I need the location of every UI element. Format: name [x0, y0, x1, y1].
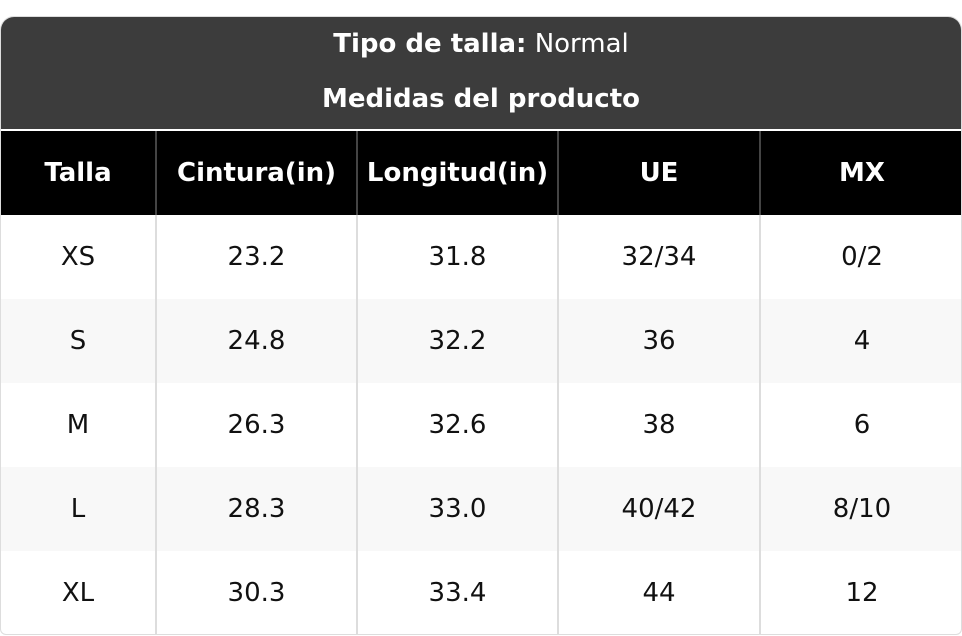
table-cell: 23.2: [155, 215, 357, 299]
table-cell: 4: [759, 299, 961, 383]
size-type: Tipo de talla: Normal: [1, 29, 961, 59]
column-header: Longitud(in): [356, 131, 558, 215]
table-body: XS 23.2 31.8 32/34 0/2 S 24.8 32.2 36 4 M 26.3 32.6 3…: [1, 215, 961, 634]
size-table: Talla Cintura(in) Longitud(in) UE MX XS 23.2 3…: [1, 131, 961, 634]
table-cell: 32.6: [356, 383, 558, 467]
table-cell: 33.0: [356, 467, 558, 551]
header-row: Talla Cintura(in) Longitud(in) UE MX: [1, 131, 961, 215]
table-row: L 28.3 33.0 40/42 8/10: [1, 467, 961, 551]
column-header: Cintura(in): [155, 131, 357, 215]
table-cell: 12: [759, 551, 961, 634]
table-row: XS 23.2 31.8 32/34 0/2: [1, 215, 961, 299]
table-cell: L: [1, 467, 156, 551]
column-header: UE: [557, 131, 760, 215]
table-cell: 32.2: [356, 299, 558, 383]
table-cell: 38: [557, 383, 760, 467]
size-chart: Tipo de talla: Normal Medidas del produc…: [0, 16, 962, 635]
table-cell: 33.4: [356, 551, 558, 634]
column-header: MX: [759, 131, 961, 215]
table-cell: XL: [61, 578, 95, 608]
subtitle: Medidas del producto: [321, 84, 641, 114]
table-row: S 24.8 32.2 36 4: [1, 299, 961, 383]
table-cell: 26.3: [155, 383, 357, 467]
column-header: Talla: [1, 131, 156, 215]
table-cell: 8/10: [759, 467, 961, 551]
table-row: XL 30.3 33.4 44 12: [1, 551, 961, 634]
table-cell: 24.8: [155, 299, 357, 383]
table-cell: 36: [557, 299, 760, 383]
table-row: M 26.3 32.6 38 6: [1, 383, 961, 467]
table-cell: 6: [759, 383, 961, 467]
size-type-value: Normal: [534, 29, 629, 59]
table-cell: 31.8: [356, 215, 558, 299]
table-cell: 32/34: [557, 215, 760, 299]
table-cell: M: [66, 410, 90, 440]
size-chart-header: Tipo de talla: Normal Medidas del produc…: [1, 17, 961, 129]
size-type-label: Tipo de talla:: [333, 29, 527, 59]
table-cell: XS: [60, 242, 96, 272]
table-cell: 30.3: [155, 551, 357, 634]
table-cell: 40/42: [557, 467, 760, 551]
table-cell: 0/2: [759, 215, 961, 299]
table-cell: 28.3: [155, 467, 357, 551]
table-cell: 44: [557, 551, 760, 634]
table-cell: S: [1, 299, 156, 383]
